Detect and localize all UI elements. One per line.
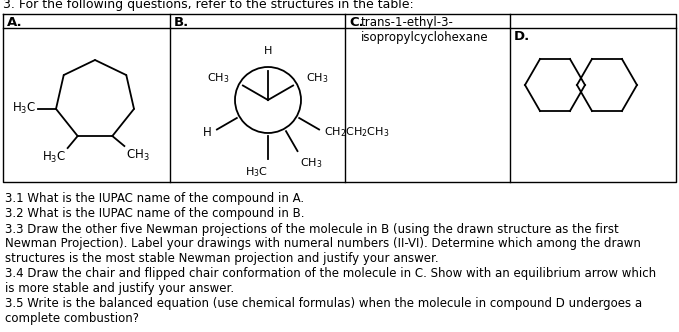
Text: 3.4 Draw the chair and flipped chair conformation of the molecule in C. Show wit: 3.4 Draw the chair and flipped chair con…	[5, 268, 656, 281]
Text: complete combustion?: complete combustion?	[5, 312, 139, 325]
Text: H: H	[203, 126, 212, 139]
Text: CH$_2$CH$_2$CH$_3$: CH$_2$CH$_2$CH$_3$	[325, 125, 390, 139]
Text: 3. For the following questions, refer to the structures in the table:: 3. For the following questions, refer to…	[3, 0, 414, 11]
Text: 3.5 Write is the balanced equation (use chemical formulas) when the molecule in : 3.5 Write is the balanced equation (use …	[5, 297, 642, 310]
Text: CH$_3$: CH$_3$	[126, 148, 150, 163]
Text: CH$_3$: CH$_3$	[207, 71, 230, 85]
Text: H$_3$C: H$_3$C	[41, 150, 66, 165]
Text: H$_3$C: H$_3$C	[12, 101, 36, 117]
Text: 3.2 What is the IUPAC name of the compound in B.: 3.2 What is the IUPAC name of the compou…	[5, 208, 304, 220]
Text: 3.3 Draw the other five Newman projections of the molecule in B (using the drawn: 3.3 Draw the other five Newman projectio…	[5, 223, 619, 236]
Text: Newman Projection). Label your drawings with numeral numbers (II-VI). Determine : Newman Projection). Label your drawings …	[5, 237, 641, 251]
Text: trans-1-ethyl-3-
isopropylcyclohexane: trans-1-ethyl-3- isopropylcyclohexane	[361, 16, 489, 44]
Text: B.: B.	[174, 16, 189, 29]
Text: CH$_3$: CH$_3$	[306, 71, 329, 85]
Text: 3.1 What is the IUPAC name of the compound in A.: 3.1 What is the IUPAC name of the compou…	[5, 192, 304, 205]
Text: H: H	[264, 46, 272, 56]
Text: structures is the most stable Newman projection and justify your answer.: structures is the most stable Newman pro…	[5, 252, 439, 265]
Text: A.: A.	[7, 16, 22, 29]
Text: CH$_3$: CH$_3$	[301, 156, 323, 170]
Text: D.: D.	[514, 30, 530, 43]
Text: H$_3$C: H$_3$C	[245, 165, 268, 179]
Text: C.: C.	[349, 16, 364, 29]
Text: is more stable and justify your answer.: is more stable and justify your answer.	[5, 282, 234, 295]
